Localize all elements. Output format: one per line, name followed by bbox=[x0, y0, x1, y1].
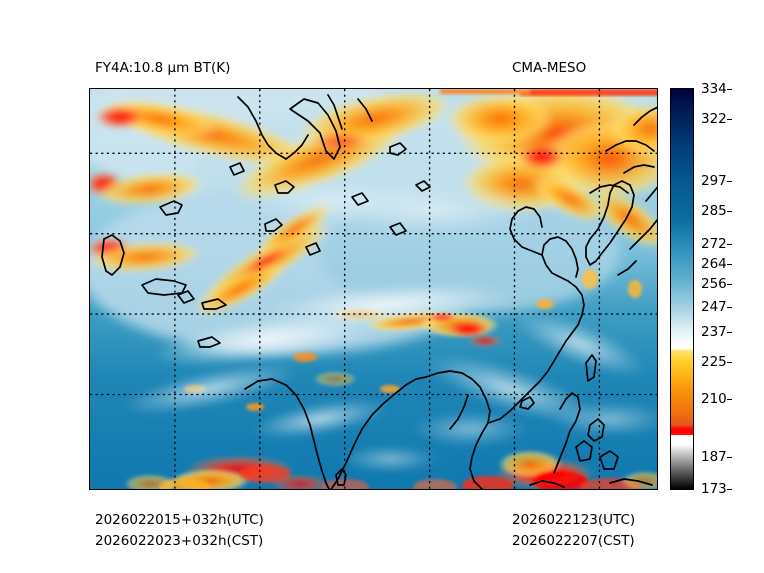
colorbar-tick: 285 bbox=[693, 203, 732, 219]
colorbar-gradient bbox=[671, 89, 693, 489]
colorbar-tick: 187 bbox=[693, 449, 732, 465]
colorbar-tick: 264 bbox=[693, 256, 732, 272]
plot-title-left: FY4A:10.8 µm BT(K) bbox=[95, 60, 231, 76]
caption-right-cst: 2026022207(CST) bbox=[512, 533, 635, 549]
colorbar-tick: 322 bbox=[693, 111, 732, 127]
colorbar-tick: 334 bbox=[693, 81, 732, 97]
colorbar-lower-ramp bbox=[671, 435, 693, 489]
caption-left-cst: 2026022023+032h(CST) bbox=[95, 533, 264, 549]
colorbar-tick: 173 bbox=[693, 481, 732, 497]
colorbar-tick: 210 bbox=[693, 391, 732, 407]
caption-right-utc: 2026022123(UTC) bbox=[512, 512, 636, 528]
satellite-bt-image bbox=[90, 89, 657, 489]
colorbar-tick: 256 bbox=[693, 276, 732, 292]
colorbar-tick: 237 bbox=[693, 324, 732, 340]
colorbar-tick: 247 bbox=[693, 299, 732, 315]
caption-left-utc: 2026022015+032h(UTC) bbox=[95, 512, 264, 528]
plot-title-right: CMA-MESO bbox=[512, 60, 587, 76]
colorbar-tick: 272 bbox=[693, 236, 732, 252]
colorbar[interactable]: 334 322 297 285 272 264 256 247 237 225 … bbox=[670, 81, 732, 497]
colorbar-tick: 297 bbox=[693, 173, 732, 189]
coastlines-layer bbox=[101, 94, 657, 489]
colorbar-tick: 225 bbox=[693, 354, 732, 370]
map-plot-area[interactable]: 50°N 40°N 30°N 20°N 10°N 70°E 80°E bbox=[89, 88, 658, 490]
